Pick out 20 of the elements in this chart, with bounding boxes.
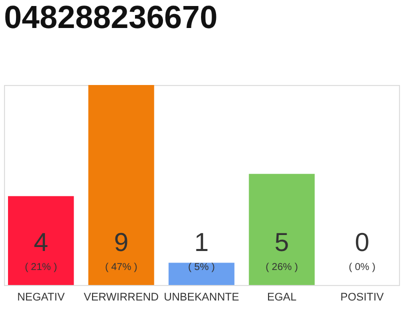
x-tick-label: UNBEKANNTE bbox=[164, 292, 240, 304]
x-tick-label: EGAL bbox=[267, 292, 296, 304]
chart-title: 048288236670 bbox=[4, 0, 218, 35]
annotation: ( 5% ) bbox=[188, 262, 215, 273]
data-label: 9 bbox=[114, 227, 128, 257]
data-label: 1 bbox=[194, 227, 209, 257]
annotation: ( 47% ) bbox=[105, 262, 138, 273]
x-tick-label: POSITIV bbox=[340, 292, 384, 304]
annotation: ( 0% ) bbox=[348, 262, 376, 273]
bar bbox=[248, 174, 315, 285]
bar bbox=[168, 262, 234, 285]
x-tick-label: VERWIRREND bbox=[84, 292, 159, 304]
x-tick-label: NEGATIV bbox=[17, 292, 66, 304]
data-label: 0 bbox=[354, 227, 370, 257]
data-label: 5 bbox=[274, 227, 290, 257]
annotation: ( 26% ) bbox=[266, 262, 298, 273]
annotation: ( 21% ) bbox=[24, 262, 58, 273]
bar bbox=[88, 85, 154, 285]
data-label: 4 bbox=[34, 227, 48, 257]
bar bbox=[8, 196, 74, 285]
